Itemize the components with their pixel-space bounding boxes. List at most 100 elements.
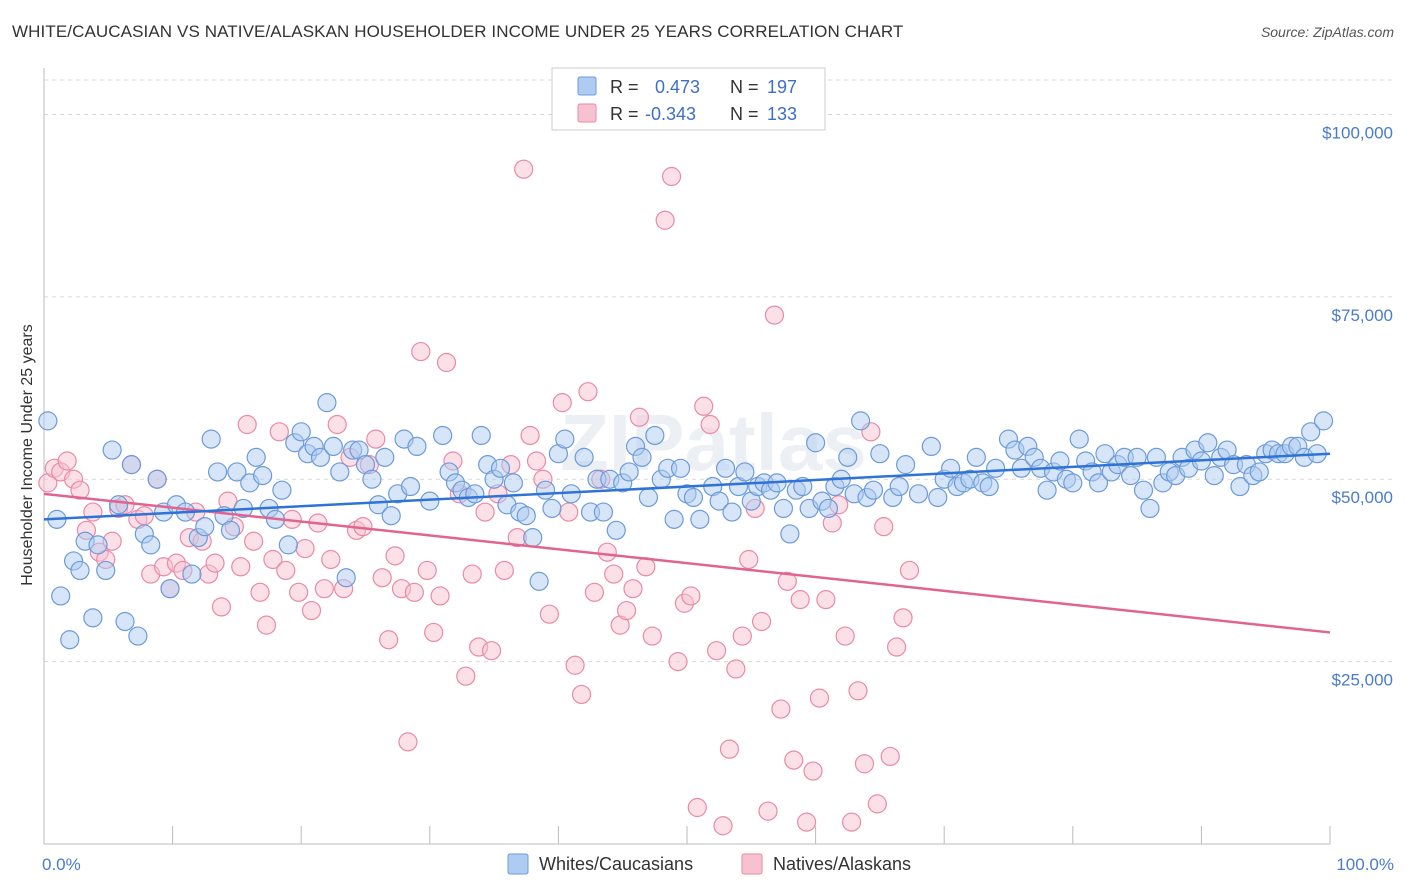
bottom-legend-pink-label: Natives/Alaskans xyxy=(773,854,911,874)
series-natives-points xyxy=(38,159,920,836)
natives-point xyxy=(57,451,77,471)
whites-point xyxy=(863,480,884,500)
natives-point xyxy=(295,538,315,559)
whites-point xyxy=(336,568,356,588)
chart-source: Source: ZipAtlas.com xyxy=(1260,24,1394,40)
natives-point xyxy=(205,553,225,573)
whites-point xyxy=(362,469,382,489)
whites-point xyxy=(1204,465,1224,486)
natives-point xyxy=(880,746,900,767)
whites-point xyxy=(1121,465,1141,486)
natives-point xyxy=(256,615,277,635)
whites-point xyxy=(51,586,71,606)
whites-point xyxy=(715,458,736,478)
whites-point xyxy=(1050,451,1070,471)
natives-point xyxy=(289,582,309,602)
natives-point xyxy=(713,816,733,836)
whites-point xyxy=(574,447,594,467)
natives-point xyxy=(790,590,810,610)
whites-point xyxy=(503,473,523,493)
y-tick-label: $100,000 xyxy=(1322,123,1393,142)
whites-point xyxy=(96,560,116,581)
natives-point xyxy=(764,305,785,325)
whites-point xyxy=(121,455,142,475)
natives-point xyxy=(629,407,650,427)
natives-point xyxy=(687,797,707,818)
natives-point xyxy=(379,630,399,650)
whites-point xyxy=(108,495,129,515)
whites-point xyxy=(182,564,202,584)
whites-point xyxy=(407,436,427,457)
whites-point xyxy=(838,447,858,467)
whites-point xyxy=(1063,473,1083,493)
whites-point xyxy=(83,608,103,628)
natives-point xyxy=(584,582,605,602)
whites-point xyxy=(70,560,90,581)
whites-point xyxy=(433,425,453,446)
natives-point xyxy=(372,568,392,588)
y-tick-label: $50,000 xyxy=(1332,488,1393,507)
whites-point xyxy=(606,520,626,540)
natives-point xyxy=(539,604,559,624)
y-tick-label: $25,000 xyxy=(1332,671,1393,690)
whites-point xyxy=(773,498,794,519)
natives-point xyxy=(681,586,701,606)
whites-point xyxy=(147,469,167,489)
whites-point xyxy=(323,436,343,457)
whites-point xyxy=(896,455,916,475)
chart-title: WHITE/CAUCASIAN VS NATIVE/ALASKAN HOUSEH… xyxy=(12,22,904,41)
natives-point xyxy=(269,422,289,442)
natives-point xyxy=(211,597,232,617)
whites-point xyxy=(1095,444,1115,464)
natives-point xyxy=(809,688,830,708)
whites-point xyxy=(381,506,401,526)
whites-point xyxy=(535,480,556,500)
whites-point xyxy=(291,422,311,442)
natives-point xyxy=(700,414,720,435)
whites-point xyxy=(638,487,659,508)
natives-point xyxy=(411,341,431,362)
natives-point xyxy=(436,352,457,373)
whites-point xyxy=(619,462,639,482)
natives-point xyxy=(494,560,514,581)
natives-point xyxy=(758,801,778,821)
natives-point xyxy=(597,542,617,562)
natives-point xyxy=(263,549,283,570)
whites-point xyxy=(272,480,292,500)
natives-point xyxy=(327,414,347,435)
natives-point xyxy=(604,564,624,584)
natives-point xyxy=(835,626,855,646)
whites-point xyxy=(375,447,395,467)
legend-n-value-pink: 133 xyxy=(767,104,797,124)
whites-point xyxy=(278,535,298,555)
x-tick-label-max: 100.0% xyxy=(1336,855,1394,874)
natives-point xyxy=(796,812,817,832)
natives-point xyxy=(661,166,682,187)
natives-point xyxy=(616,600,637,621)
natives-point xyxy=(237,414,257,435)
whites-point xyxy=(208,462,228,482)
legend-r-label-pink: R = xyxy=(610,104,639,124)
whites-point xyxy=(227,462,247,482)
axes: $25,000 $50,000 $75,000 $100,000 0.0% 100.0% xyxy=(42,68,1394,874)
natives-point xyxy=(842,812,862,832)
whites-point xyxy=(690,509,710,529)
whites-point xyxy=(330,462,350,482)
whites-point xyxy=(542,498,562,519)
natives-point xyxy=(475,502,495,522)
whites-point xyxy=(141,535,161,555)
whites-point xyxy=(908,484,929,504)
natives-point xyxy=(70,480,90,500)
natives-point xyxy=(385,546,405,566)
natives-point xyxy=(321,549,341,570)
whites-point xyxy=(1037,480,1057,500)
whites-point xyxy=(523,527,543,548)
natives-point xyxy=(893,608,913,628)
whites-point xyxy=(593,502,614,522)
natives-point xyxy=(751,611,772,632)
natives-point xyxy=(424,622,444,643)
natives-point xyxy=(552,393,572,413)
natives-point xyxy=(655,210,675,230)
whites-point xyxy=(780,524,800,544)
whites-point xyxy=(1133,480,1154,500)
